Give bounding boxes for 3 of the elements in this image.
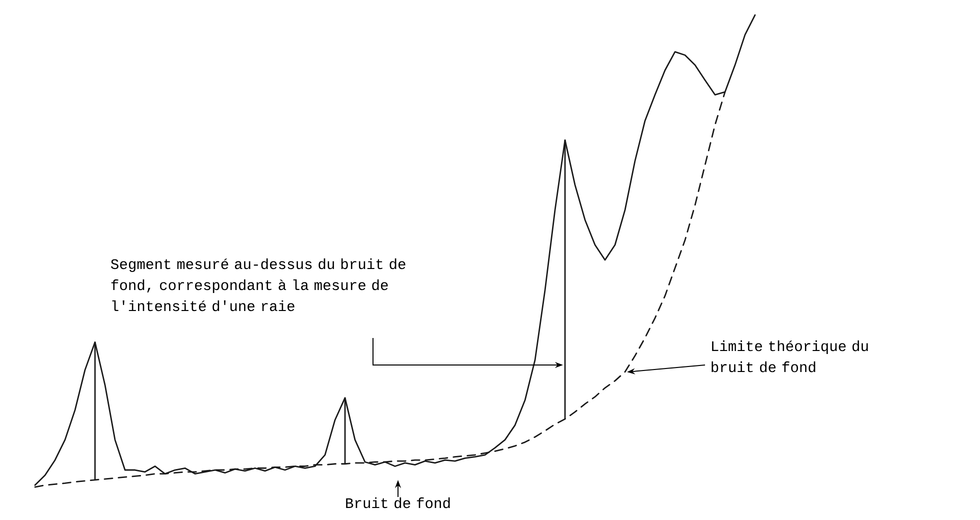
annotation: Segment mesuré au-dessus du bruit de fond, correspondant à la mesure de l'intensité d'une raie xyxy=(110,258,406,312)
text: Bruit de fond xyxy=(346,497,450,508)
annotation: Limite théorique du bruit de fond xyxy=(712,340,868,372)
